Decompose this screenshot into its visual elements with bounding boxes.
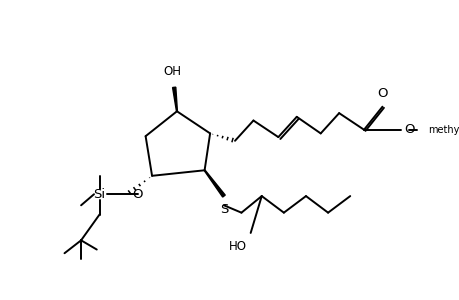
- Text: HO: HO: [228, 240, 246, 253]
- Text: O: O: [404, 123, 414, 136]
- Text: Si: Si: [93, 188, 106, 201]
- Text: O: O: [376, 87, 387, 100]
- Polygon shape: [172, 87, 177, 111]
- Text: S: S: [219, 202, 228, 215]
- Polygon shape: [204, 170, 225, 197]
- Text: methyl: methyl: [427, 125, 459, 135]
- Text: O: O: [133, 188, 143, 201]
- Text: OH: OH: [163, 65, 181, 78]
